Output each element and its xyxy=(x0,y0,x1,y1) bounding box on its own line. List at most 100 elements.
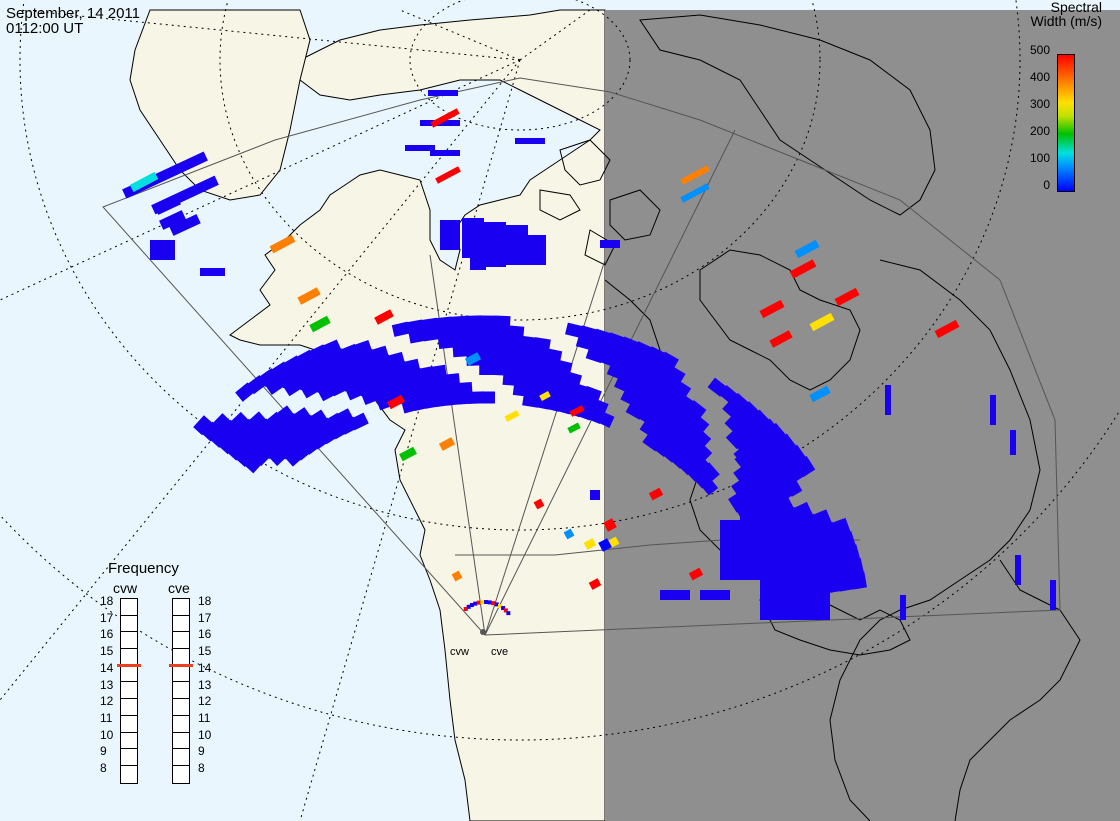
frequency-cell xyxy=(169,649,193,667)
frequency-cell xyxy=(173,716,189,733)
scatter-cell xyxy=(484,600,489,605)
radar-site-marker xyxy=(480,629,486,635)
frequency-station-cve: cve xyxy=(168,580,190,596)
scatter-cell xyxy=(528,235,546,265)
frequency-scale-label: 11 xyxy=(100,710,113,725)
scatter-cell xyxy=(800,560,830,620)
colorbar-title-line1: Spectral xyxy=(1050,0,1102,15)
scatter-cell xyxy=(603,518,617,532)
frequency-selected-marker xyxy=(169,663,193,667)
scatter-cell xyxy=(789,259,817,279)
labrador-outline xyxy=(829,259,1041,821)
frequency-cell xyxy=(121,599,137,616)
frequency-scale-label: 15 xyxy=(100,644,114,659)
frequency-cell xyxy=(173,666,189,683)
scatter-cell xyxy=(850,571,868,590)
scatter-cell xyxy=(451,570,463,582)
scatter-cell xyxy=(578,325,598,342)
scatter-cell xyxy=(307,409,328,429)
scatter-cell xyxy=(569,405,585,417)
frequency-scale-label: 18 xyxy=(100,594,114,608)
scatter-cell xyxy=(462,218,484,258)
scatter-cell xyxy=(399,446,417,462)
scatter-cell xyxy=(794,239,820,259)
scatter-cell xyxy=(479,362,496,376)
frequency-cell xyxy=(173,616,189,633)
scatter-cell xyxy=(698,475,719,496)
scatter-cell xyxy=(689,414,710,434)
scatter-cell xyxy=(211,413,232,433)
scatter-cell xyxy=(200,268,225,276)
scatter-cell xyxy=(659,351,679,370)
scatter-cell xyxy=(430,150,460,156)
scatter-cell xyxy=(700,590,730,600)
frequency-scale-label: 16 xyxy=(100,627,114,642)
scatter-cell xyxy=(480,600,485,605)
scatter-cell xyxy=(1050,580,1056,610)
frequency-cell xyxy=(121,616,137,633)
colorbar-tick: 0 xyxy=(1043,178,1050,192)
scatter-cell xyxy=(291,407,312,427)
scatter-cell xyxy=(842,544,861,564)
scatter-cell xyxy=(680,183,710,203)
scatter-cell xyxy=(588,578,602,590)
frequency-cell xyxy=(117,649,141,667)
scatter-cell xyxy=(322,339,342,357)
scatter-cell xyxy=(594,410,615,428)
frequency-cell xyxy=(173,599,189,616)
scatter-cell xyxy=(297,287,321,305)
frequency-selected-marker xyxy=(117,663,141,667)
scatter-cell xyxy=(435,166,461,184)
scatter-cell xyxy=(150,240,175,260)
radar-label-cve: cve xyxy=(491,646,509,658)
scatter-cell xyxy=(491,601,496,606)
scatter-cell xyxy=(492,334,510,348)
scatter-cell xyxy=(733,444,755,467)
colorbar-tick: 300 xyxy=(1029,97,1050,111)
east-coast-outline xyxy=(954,559,1081,821)
alaska-landmass xyxy=(229,9,606,821)
greenland-outline xyxy=(639,14,936,216)
frequency-cell xyxy=(121,699,137,716)
scatter-cell xyxy=(479,334,496,347)
frequency-cell xyxy=(121,749,137,766)
frequency-scale-label: 9 xyxy=(100,744,107,759)
scatter-cell xyxy=(487,600,492,605)
scatter-cell xyxy=(478,391,496,404)
scatter-cell xyxy=(246,411,267,432)
scatter-cell xyxy=(592,328,612,346)
scatter-cell xyxy=(786,462,806,483)
scatter-cell xyxy=(464,352,482,366)
scatter-cell xyxy=(353,339,373,357)
scatter-cell xyxy=(563,371,583,388)
frequency-scale-label: 14 xyxy=(100,660,114,675)
plot-time: 0112:00 UT xyxy=(6,20,84,37)
frequency-scale-label: 11 xyxy=(198,710,211,725)
frequency-scale-label: 10 xyxy=(100,727,114,742)
scatter-cell xyxy=(479,315,496,328)
frequency-scale-label: 13 xyxy=(100,677,114,692)
scatter-cell xyxy=(476,600,481,605)
scatter-cell xyxy=(435,316,453,331)
scatter-cell xyxy=(565,322,584,339)
scatter-cell xyxy=(465,324,482,338)
scatter-cell xyxy=(154,195,181,215)
scatter-cell xyxy=(583,538,597,550)
frequency-scale-label: 8 xyxy=(100,761,107,775)
scatter-cell xyxy=(759,299,785,319)
colorbar-title: Spectral Width (m/s) xyxy=(1030,0,1102,28)
scatter-cell xyxy=(122,151,208,199)
scatter-cell xyxy=(401,358,421,374)
scatter-cell xyxy=(680,165,710,185)
scatter-cell xyxy=(405,145,435,151)
scatter-cell xyxy=(990,395,996,425)
scatter-cell xyxy=(837,530,857,551)
scatter-cell xyxy=(501,606,506,611)
scatter-cell xyxy=(129,171,159,193)
frequency-column-cvw xyxy=(117,598,141,784)
scatter-cell xyxy=(386,351,405,368)
colorbar-tick: 100 xyxy=(1029,151,1050,165)
frequency-scale-label: 18 xyxy=(198,594,212,608)
scatter-cell xyxy=(554,359,573,375)
colorbar-title-line2: Width (m/s) xyxy=(1030,13,1102,29)
